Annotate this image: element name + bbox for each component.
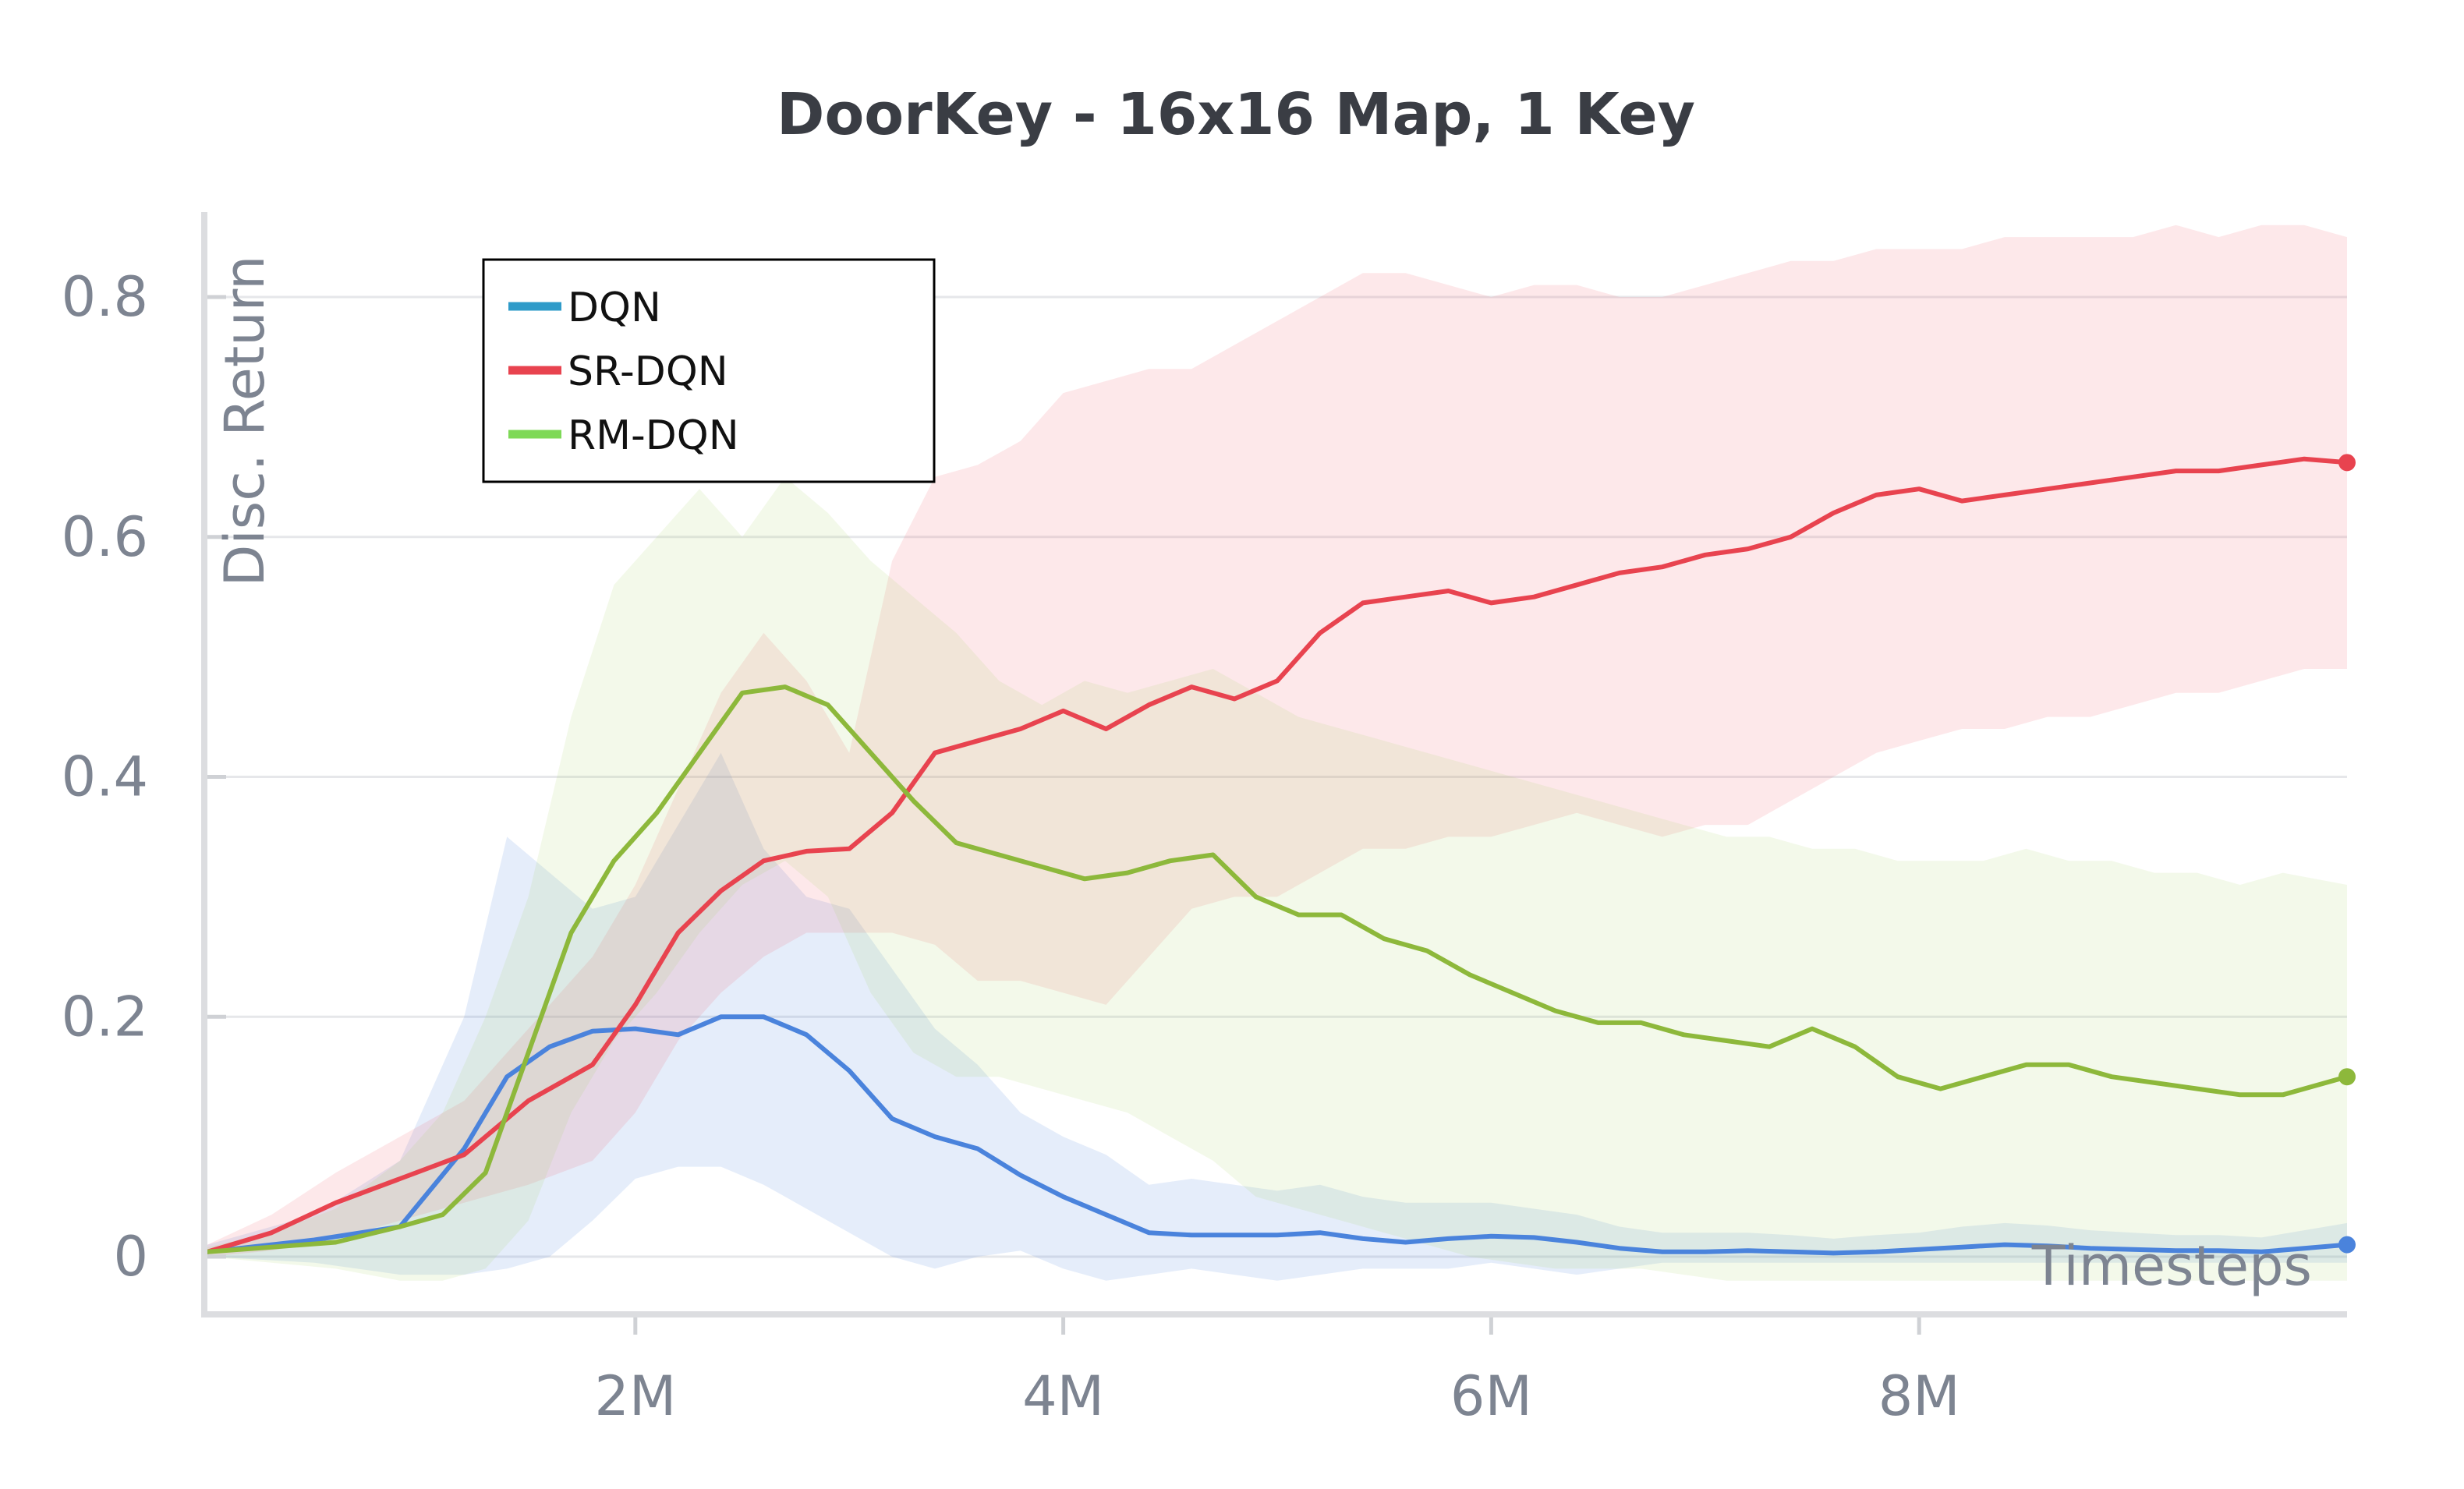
dqn-line [205,1014,2349,1256]
y-axis-label: Disc. Return [213,255,277,586]
dqn-end-marker [2338,1236,2356,1254]
y-tick-label: 0 [113,1225,148,1289]
tick-labels: 0 0.2 0.4 0.6 0.8 2M 4M 6M 8M [62,265,1960,1428]
y-tick-label: 0.8 [62,265,148,329]
y-tick-label: 0.2 [62,985,148,1049]
sr-dqn-line [205,456,2349,1254]
x-tick-label: 4M [1022,1364,1104,1428]
rm-dqn-end-marker [2338,1068,2356,1086]
y-tick-label: 0.6 [62,505,148,569]
chart-title: DoorKey - 16x16 Map, 1 Key [777,81,1695,148]
dqn-confidence-band [207,752,2347,1281]
series-lines [205,454,2356,1256]
sr-dqn-end-marker [2338,454,2356,472]
x-tick-label: 2M [594,1364,676,1428]
sr-dqn-confidence-band [207,225,2347,1257]
x-tick-label: 8M [1878,1364,1960,1428]
rm-dqn-confidence-band [207,476,2347,1281]
x-axis-label: Timesteps [2031,1234,2312,1298]
dqn-legend-label: DQN [568,285,661,331]
legend: DQN SR-DQN RM-DQN [482,258,936,483]
confidence-bands [207,225,2347,1281]
y-tick-label: 0.4 [62,745,148,809]
sr-dqn-legend-label: SR-DQN [568,348,728,395]
rm-dqn-line [205,684,2349,1254]
rm-dqn-legend-label: RM-DQN [568,412,739,459]
axes [201,212,2347,1335]
x-tick-label: 6M [1450,1364,1532,1428]
